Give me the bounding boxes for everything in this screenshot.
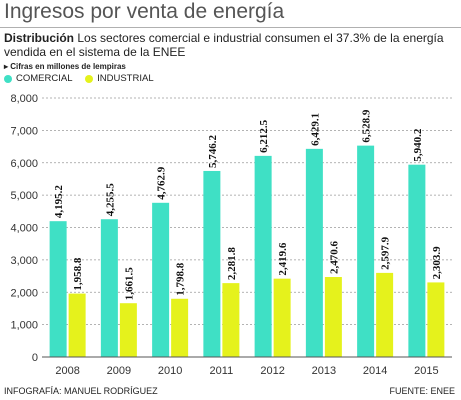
bar-industrial: [376, 272, 394, 357]
y-tick-label: 3,000: [10, 255, 38, 267]
y-tick-label: 1,000: [10, 320, 38, 332]
bar-comercial: [357, 145, 375, 357]
bar-comercial: [254, 155, 272, 357]
x-tick-label: 2009: [107, 365, 131, 377]
y-tick-label: 7,000: [10, 125, 38, 137]
subtitle-lead: Distribución: [4, 31, 75, 45]
bar-comercial: [305, 148, 323, 357]
data-label-comercial: 4,255.5: [104, 183, 116, 217]
x-tick-label: 2015: [414, 365, 438, 377]
data-label-comercial: 4,195.2: [53, 185, 65, 219]
data-label-comercial: 6,212.5: [258, 119, 270, 153]
bar-comercial: [203, 170, 221, 357]
legend-label-comercial: COMERCIAL: [16, 73, 73, 84]
data-label-industrial: 2,303.9: [431, 246, 443, 280]
chart-subtitle: Distribución Los sectores comercial e in…: [4, 31, 456, 59]
data-label-industrial: 2,419.6: [277, 242, 289, 276]
subtitle-text: Los sectores comercial e industrial cons…: [4, 31, 444, 59]
x-tick-label: 2011: [210, 365, 234, 377]
x-tick-label: 2014: [363, 365, 387, 377]
data-label-comercial: 4,762.9: [156, 166, 168, 200]
units-note: ▸ Cifras en millones de lempiras: [4, 62, 126, 71]
data-label-industrial: 1,958.8: [72, 257, 84, 291]
chart-legend: COMERCIAL INDUSTRIAL: [4, 73, 164, 86]
x-tick-label: 2013: [312, 365, 336, 377]
y-tick-label: 8,000: [10, 93, 38, 105]
legend-item-industrial: INDUSTRIAL: [85, 73, 154, 84]
data-label-industrial: 1,661.5: [123, 267, 135, 301]
y-tick-label: 0: [32, 352, 38, 364]
data-label-industrial: 2,470.6: [328, 241, 340, 275]
title-divider: [0, 27, 461, 28]
data-label-comercial: 5,940.2: [412, 128, 424, 162]
x-tick-label: 2012: [260, 365, 284, 377]
data-label-industrial: 2,281.8: [226, 247, 238, 281]
y-tick-label: 5,000: [10, 190, 38, 202]
x-tick-label: 2008: [55, 365, 79, 377]
bar-industrial: [427, 282, 445, 357]
credit-text: INFOGRAFÍA: MANUEL RODRÍGUEZ: [4, 386, 158, 396]
y-tick-label: 2,000: [10, 287, 38, 299]
bar-industrial: [68, 293, 86, 357]
bar-industrial: [171, 298, 189, 357]
data-label-industrial: 2,597.9: [380, 236, 392, 270]
x-tick-label: 2010: [158, 365, 182, 377]
bar-industrial: [119, 303, 137, 357]
legend-swatch-comercial: [4, 74, 12, 83]
bar-industrial: [273, 278, 291, 357]
data-label-comercial: 6,528.9: [361, 109, 373, 143]
bar-industrial: [324, 277, 342, 357]
chart-title: Ingresos por venta de energía: [4, 0, 285, 23]
bar-comercial: [152, 202, 170, 357]
bar-comercial: [408, 164, 426, 357]
data-label-comercial: 6,429.1: [309, 113, 321, 146]
bar-industrial: [222, 283, 240, 357]
y-tick-label: 4,000: [10, 223, 38, 235]
legend-swatch-industrial: [85, 74, 94, 83]
source-text: FUENTE: ENEE: [389, 386, 455, 396]
y-tick-label: 6,000: [10, 158, 38, 170]
legend-label-industrial: INDUSTRIAL: [97, 73, 154, 84]
data-label-comercial: 5,746.2: [207, 134, 219, 168]
bar-comercial: [49, 221, 67, 357]
data-label-industrial: 1,798.8: [175, 262, 187, 296]
units-text: Cifras en millones de lempiras: [10, 62, 126, 71]
legend-item-comercial: COMERCIAL: [4, 73, 72, 84]
bar-comercial: [100, 219, 118, 357]
